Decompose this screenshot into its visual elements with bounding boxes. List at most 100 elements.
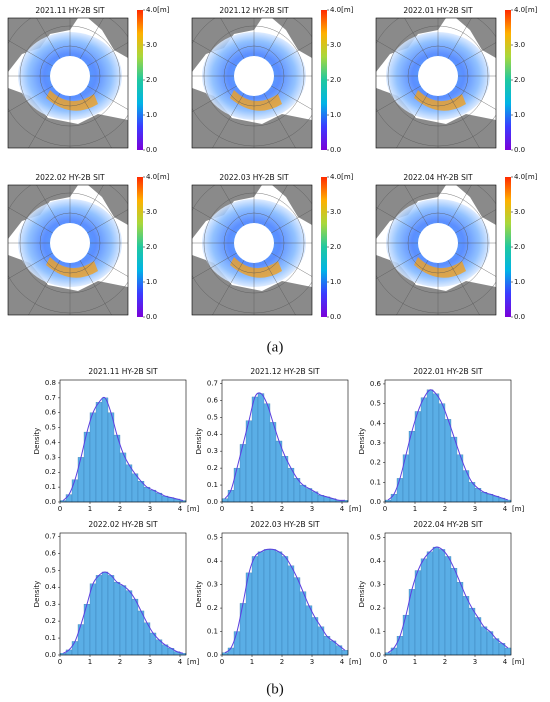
thick-ice [414,90,466,111]
land [8,255,128,315]
pole-hole [234,56,274,96]
bar [221,498,229,503]
colorbar-tick-label: 1.0 [514,111,525,119]
y-tick-label: 0.2 [370,459,381,467]
graticule [263,260,296,315]
colorbar-tick-label: 2.0 [330,243,341,251]
axes-frame [384,379,512,503]
colorbar-tick-label: 1.0 [330,111,341,119]
density-curve [62,396,184,501]
graticule [87,252,128,277]
bar [474,617,482,656]
land [376,88,496,148]
bar [396,478,404,503]
axes-frame [221,379,349,503]
map-title: 2022.01 HY-2B SIT [403,6,473,15]
x-tick-label: 1 [250,658,254,666]
colorbar-tick-label: 4.0[m] [330,6,354,14]
bar [323,636,331,656]
graticule [8,85,53,113]
y-tick-label: 0.5 [207,534,218,542]
colorbar [505,177,511,317]
y-tick-label: 0.8 [45,379,56,387]
land [192,255,312,315]
bar [504,647,512,656]
bar [269,549,277,656]
y-tick-label: 0.2 [45,468,56,476]
graticule [263,93,296,148]
colorbar-tick-label: 4.0[m] [330,173,354,181]
graticule [455,42,496,67]
x-axis-label: [m] [512,505,525,513]
graticule [404,185,429,226]
colorbar [321,177,327,317]
y-tick-label: 0.2 [370,604,381,612]
y-tick-label: 0.7 [45,394,56,402]
graticule [404,18,429,59]
x-axis-label: [m] [512,658,525,666]
bar [233,631,241,656]
land [88,18,128,58]
bar [390,647,398,656]
density-curve [387,389,509,501]
bar [414,411,422,503]
colorbar-tick-label: 1.0 [330,278,341,286]
bar [287,565,295,656]
bar [450,568,458,656]
graticule [79,18,104,59]
x-tick-label: 1 [413,505,417,513]
bar [456,582,464,656]
map [376,185,496,315]
y-tick-label: 0.5 [207,413,218,421]
colorbar-tick-label: 0.0 [146,146,157,154]
colorbar-tick-label: 4.0[m] [146,173,170,181]
bar [263,403,271,503]
bar [426,389,434,503]
y-tick-label: 0.4 [207,430,219,438]
bar [107,575,115,656]
bar [408,431,416,503]
panel-label: (a) [267,339,284,355]
bar [119,585,127,656]
land [192,185,262,239]
y-tick-label: 0.1 [45,483,56,491]
bar [420,558,428,656]
y-tick-label: 0.5 [370,534,381,542]
bar [137,610,145,656]
x-tick-label: 4 [178,505,183,513]
bar [396,636,404,656]
bar [438,403,446,503]
graticule [192,206,237,234]
graticule [79,185,104,226]
map [8,185,128,315]
y-axis-label: Density [33,428,41,455]
y-tick-label: 0.1 [207,481,218,489]
bar [402,614,410,656]
bar [113,581,121,656]
y-tick-label: 0.0 [207,651,218,659]
thick-ice [46,257,98,278]
x-tick-label: 4 [340,658,345,666]
x-tick-label: 2 [443,658,447,666]
pole-hole [50,223,90,263]
x-tick-label: 0 [383,505,387,513]
bar [299,591,307,656]
bar [137,481,145,503]
colorbar-tick-label: 0.0 [514,146,525,154]
graticule [455,209,496,234]
graticule [447,185,472,226]
map-frame [375,184,497,316]
x-tick-label: 1 [413,658,417,666]
x-tick-label: 4 [178,658,183,666]
colorbar-tick-label: 3.0 [514,41,525,49]
bar [432,546,440,656]
land [192,18,262,72]
y-tick-label: 0.2 [207,604,218,612]
bar [462,596,470,656]
colorbar-tick-label: 3.0 [330,41,341,49]
x-tick-label: 1 [88,658,92,666]
land [272,185,312,225]
graticule [36,18,61,59]
colorbar-tick-label: 0.0 [514,313,525,321]
pole-hole [50,56,90,96]
